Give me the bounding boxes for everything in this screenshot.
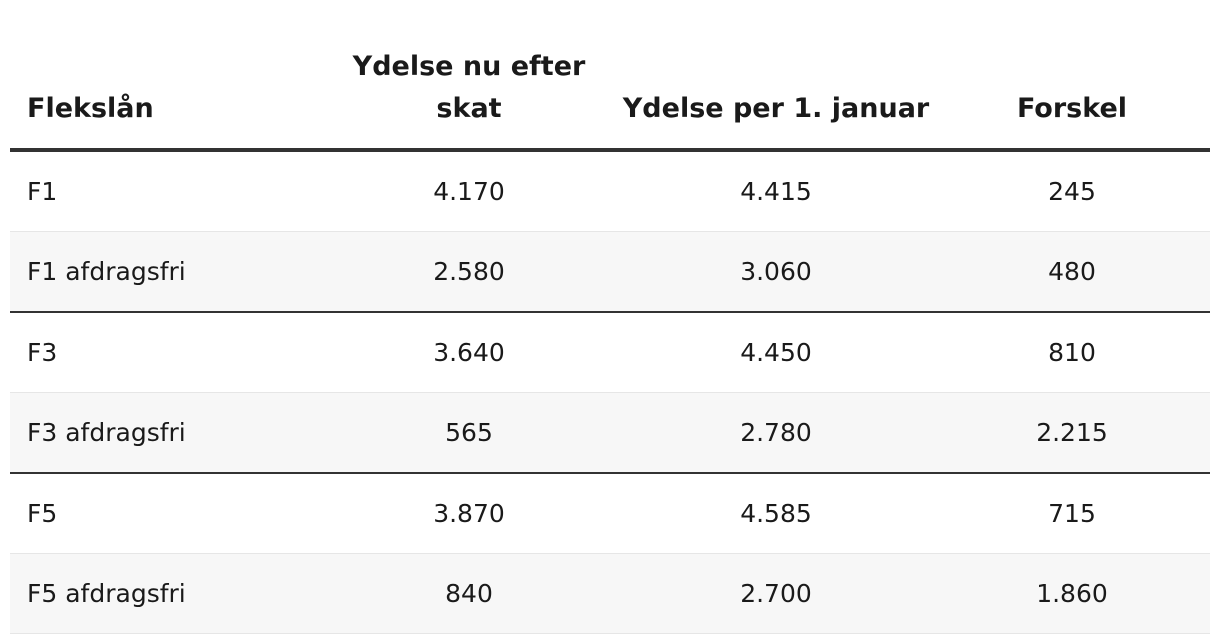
cell-value: 1.860: [934, 553, 1210, 634]
table-row: F5 afdragsfri 840 2.700 1.860: [10, 553, 1210, 634]
cell-value: 810: [934, 312, 1210, 393]
row-label: F5: [10, 473, 320, 554]
cell-value: 4.450: [618, 312, 934, 393]
cell-value: 245: [934, 150, 1210, 232]
column-header: Ydelse nu efter skat: [320, 40, 618, 152]
cell-value: 3.060: [618, 231, 934, 313]
cell-value: 3.640: [320, 312, 618, 393]
cell-value: 2.215: [934, 392, 1210, 474]
column-header: Forskel: [934, 40, 1210, 152]
comparison-table: Flekslån Ydelse nu efter skat Ydelse per 1…: [10, 40, 1210, 634]
cell-value: 3.870: [320, 473, 618, 554]
table-row: F3 afdragsfri 565 2.780 2.215: [10, 392, 1210, 474]
table-body: F1 4.170 4.415 245 F1 afdragsfri 2.580 3.060 48…: [10, 150, 1210, 634]
cell-value: 4.585: [618, 473, 934, 554]
cell-value: 840: [320, 553, 618, 634]
column-header: Flekslån: [10, 40, 320, 152]
cell-value: 2.580: [320, 231, 618, 313]
table-row: F3 3.640 4.450 810: [10, 312, 1210, 393]
cell-value: 715: [934, 473, 1210, 554]
cell-value: 2.780: [618, 392, 934, 474]
cell-value: 2.700: [618, 553, 934, 634]
table-row: F1 4.170 4.415 245: [10, 150, 1210, 232]
cell-value: 565: [320, 392, 618, 474]
cell-value: 4.415: [618, 150, 934, 232]
cell-value: 480: [934, 231, 1210, 313]
table-row: F5 3.870 4.585 715: [10, 473, 1210, 554]
header-row: Flekslån Ydelse nu efter skat Ydelse per 1…: [10, 40, 1210, 152]
column-header: Ydelse per 1. januar: [618, 40, 934, 152]
row-label: F3: [10, 312, 320, 393]
row-label: F1 afdragsfri: [10, 231, 320, 313]
row-label: F1: [10, 150, 320, 232]
table-header: Flekslån Ydelse nu efter skat Ydelse per 1…: [10, 40, 1210, 152]
row-label: F5 afdragsfri: [10, 553, 320, 634]
table-row: F1 afdragsfri 2.580 3.060 480: [10, 231, 1210, 313]
cell-value: 4.170: [320, 150, 618, 232]
row-label: F3 afdragsfri: [10, 392, 320, 474]
